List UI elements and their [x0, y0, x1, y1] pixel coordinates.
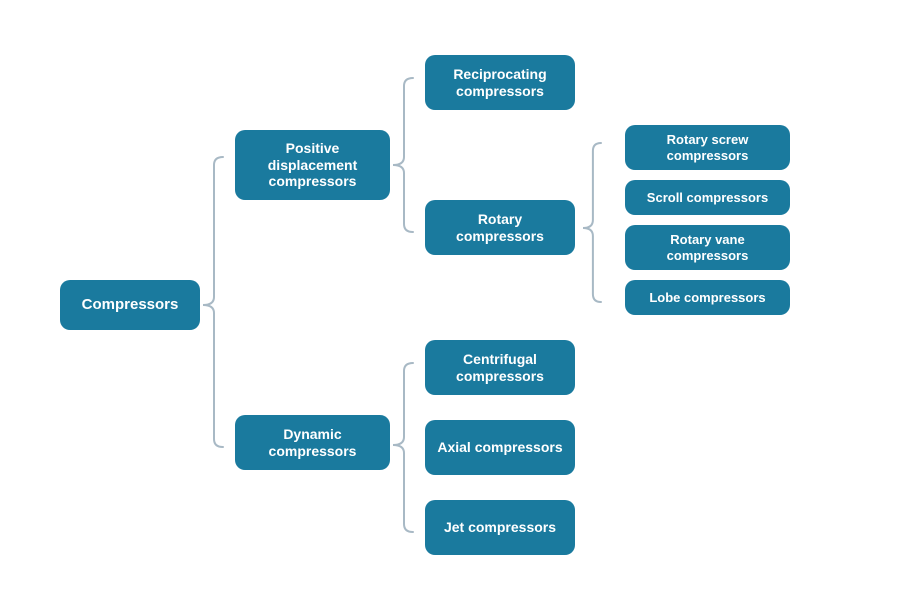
brace-b4: [583, 143, 605, 302]
node-centrif: Centrifugal compressors: [425, 340, 575, 395]
node-lobe: Lobe compressors: [625, 280, 790, 315]
node-rot-screw: Rotary screw compressors: [625, 125, 790, 170]
node-recip: Reciprocating compressors: [425, 55, 575, 110]
node-scroll: Scroll compressors: [625, 180, 790, 215]
node-pos: Positive displacement compressors: [235, 130, 390, 200]
node-rotary: Rotary compressors: [425, 200, 575, 255]
brace-b3: [393, 363, 417, 532]
node-axial: Axial compressors: [425, 420, 575, 475]
node-root: Compressors: [60, 280, 200, 330]
brace-b2: [393, 78, 417, 232]
node-rot-vane: Rotary vane compressors: [625, 225, 790, 270]
brace-b1: [203, 157, 227, 447]
node-jet: Jet compressors: [425, 500, 575, 555]
node-dyn: Dynamic compressors: [235, 415, 390, 470]
diagram-canvas: Compressors Positive displacement compres…: [0, 0, 900, 600]
